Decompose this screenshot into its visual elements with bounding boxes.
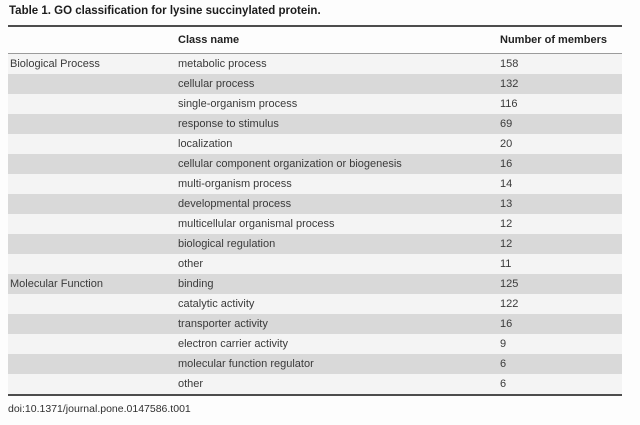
table-body: Biological Process metabolic process 158 ce…: [8, 54, 622, 394]
table-title: Table 1. GO classification for lysine su…: [9, 5, 321, 17]
table-row: localization 20: [8, 134, 622, 154]
table-row: cellular component organization or bioge…: [8, 154, 622, 174]
cell-class-name: cellular process: [178, 78, 255, 90]
cell-member-count: 6: [500, 378, 507, 390]
cell-class-name: transporter activity: [178, 318, 268, 330]
cell-member-count: 20: [500, 138, 513, 150]
cell-member-count: 12: [500, 238, 513, 250]
cell-class-name: other: [178, 258, 204, 270]
cell-member-count: 6: [500, 358, 507, 370]
cell-class-name: metabolic process: [178, 58, 267, 70]
cell-member-count: 122: [500, 298, 519, 310]
cell-member-count: 132: [500, 78, 519, 90]
doi-text: doi:10.1371/journal.pone.0147586.t001: [8, 403, 191, 415]
cell-member-count: 11: [500, 258, 512, 270]
table-row: molecular function regulator 6: [8, 354, 622, 374]
cell-class-name: catalytic activity: [178, 298, 255, 310]
cell-member-count: 9: [500, 338, 507, 350]
header-cell-members: Number of members: [500, 34, 607, 46]
table-row: biological regulation 12: [8, 234, 622, 254]
table-row: cellular process 132: [8, 74, 622, 94]
table-row: transporter activity 16: [8, 314, 622, 334]
table-row: other 11: [8, 254, 622, 274]
table-header-row: Class name Number of members: [8, 27, 622, 54]
table-row: response to stimulus 69: [8, 114, 622, 134]
cell-member-count: 13: [500, 198, 513, 210]
cell-class-name: other: [178, 378, 204, 390]
cell-member-count: 116: [500, 98, 518, 110]
table-row: other 6: [8, 374, 622, 394]
cell-class-name: response to stimulus: [178, 118, 279, 130]
cell-member-count: 16: [500, 158, 513, 170]
cell-member-count: 12: [500, 218, 513, 230]
cell-member-count: 69: [500, 118, 513, 130]
table-row: Molecular Function binding 125: [8, 274, 622, 294]
table-row: multi-organism process 14: [8, 174, 622, 194]
cell-member-count: 158: [500, 58, 519, 70]
table-row: multicellular organismal process 12: [8, 214, 622, 234]
cell-class-name: molecular function regulator: [178, 358, 314, 370]
cell-class-name: cellular component organization or bioge…: [178, 158, 402, 170]
cell-group-label: Biological Process: [10, 58, 100, 70]
header-cell-class-name: Class name: [178, 34, 240, 46]
cell-group-label: Molecular Function: [10, 278, 103, 290]
cell-class-name: multi-organism process: [178, 178, 292, 190]
cell-member-count: 14: [500, 178, 513, 190]
table-row: developmental process 13: [8, 194, 622, 214]
table-row: electron carrier activity 9: [8, 334, 622, 354]
table-row: catalytic activity 122: [8, 294, 622, 314]
cell-class-name: localization: [178, 138, 233, 150]
cell-class-name: single-organism process: [178, 98, 298, 110]
go-classification-table: Class name Number of members Biological …: [8, 25, 622, 396]
cell-member-count: 125: [500, 278, 519, 290]
table-row: Biological Process metabolic process 158: [8, 54, 622, 74]
cell-class-name: electron carrier activity: [178, 338, 289, 350]
cell-class-name: multicellular organismal process: [178, 218, 335, 230]
table-row: single-organism process 116: [8, 94, 622, 114]
cell-class-name: binding: [178, 278, 214, 290]
cell-class-name: biological regulation: [178, 238, 276, 250]
cell-member-count: 16: [500, 318, 513, 330]
cell-class-name: developmental process: [178, 198, 292, 210]
